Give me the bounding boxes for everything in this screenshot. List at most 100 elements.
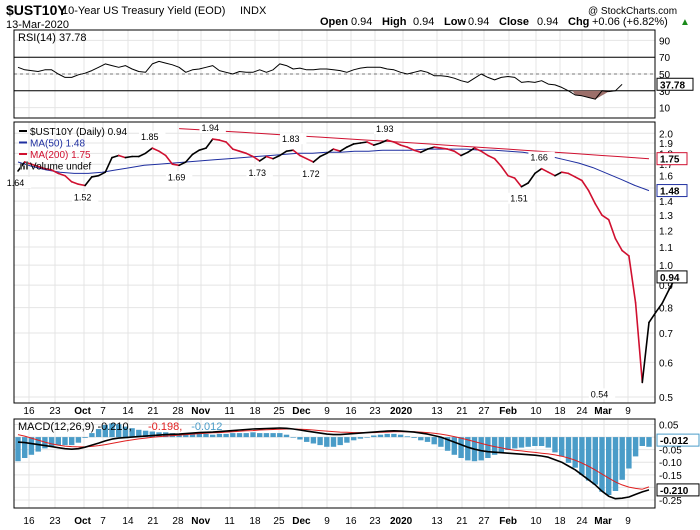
x-tick-label: Feb <box>499 406 517 417</box>
annotation-box <box>374 123 401 135</box>
price-segment <box>272 154 281 160</box>
macd-hist-bar <box>317 437 323 446</box>
x-tick-label: Nov <box>191 406 210 417</box>
macd-hist-bar <box>491 437 498 455</box>
price-tick-label: 0.9 <box>659 281 673 292</box>
x-tick-label-bottom: 2020 <box>390 516 413 527</box>
x-tick-label: 9 <box>324 406 330 417</box>
macd-hist-bar <box>391 433 397 438</box>
macd-hist-bar <box>109 423 115 438</box>
price-segment <box>245 152 254 158</box>
rsi-tick-label: 30 <box>659 87 671 98</box>
annotation-box <box>71 191 99 203</box>
price-segment <box>30 163 39 168</box>
macd-hist-bar <box>545 437 551 448</box>
x-tick-label: 14 <box>122 406 134 417</box>
x-tick-label-bottom: 23 <box>369 516 381 527</box>
price-segment <box>111 154 120 159</box>
price-segment <box>91 174 100 178</box>
x-tick-label-bottom: 23 <box>49 516 61 527</box>
price-annotation: 1.69 <box>168 172 186 182</box>
chart-header: $UST10Y 10-Year US Treasury Yield (EOD) … <box>6 2 690 31</box>
price-tick-label: 0.6 <box>659 358 673 369</box>
x-tick-label: 11 <box>224 406 235 417</box>
copyright: @ StockCharts.com <box>588 6 677 17</box>
price-segment <box>413 149 422 154</box>
macd-hist-bar <box>478 437 484 461</box>
price-segment <box>171 163 180 167</box>
macd-hist-bar <box>357 437 364 439</box>
symbol-title: $UST10Y <box>6 2 67 18</box>
price-segment <box>104 156 113 173</box>
macd-hist-bar <box>646 437 652 447</box>
x-tick-label-bottom: 27 <box>478 516 490 527</box>
x-tick-label: 18 <box>554 406 566 417</box>
price-segment <box>520 182 530 188</box>
macd-hist-bar <box>572 437 578 468</box>
price-segment <box>426 146 436 150</box>
x-tick-label: Dec <box>292 406 311 417</box>
price-annotation: 1.73 <box>248 168 266 178</box>
macd-hist-bar <box>418 437 424 441</box>
macd-panel: -0.25-0.20-0.15-0.10-0.050.000.05MACD(12… <box>13 418 700 509</box>
price-segment <box>164 154 174 165</box>
macd-hist-bar <box>310 437 317 444</box>
macd-hist-bar <box>444 437 451 451</box>
annotation-box <box>588 388 616 400</box>
x-tick-label: Mar <box>594 406 612 417</box>
macd-hist-bar <box>42 437 48 449</box>
macd-hist-bar <box>344 437 350 443</box>
macd-hist-bar <box>599 437 605 492</box>
rsi-last-value-box <box>656 77 694 91</box>
macd-hist-bar <box>465 437 471 461</box>
price-annotation: 0.54 <box>591 389 609 399</box>
x-tick-label-bottom: 10 <box>530 516 542 527</box>
macd-hist-bar <box>632 437 639 457</box>
price-segment <box>339 146 348 152</box>
macd-hist-bar <box>512 437 518 449</box>
price-segment <box>460 151 469 157</box>
macd-hist-bar <box>196 433 202 438</box>
price-tick-label: 0.5 <box>659 393 673 404</box>
ohlc-value-close: 0.94 <box>537 16 558 28</box>
ohlc-label-chg: Chg <box>568 16 589 28</box>
price-segment <box>158 150 167 157</box>
macd-hist-bar <box>283 434 290 438</box>
macd-hist-bar <box>62 437 68 446</box>
ohlc-value-high: 0.94 <box>413 16 434 28</box>
macd-hist-bar <box>559 437 565 457</box>
symbol-exchange: INDX <box>240 5 267 17</box>
x-tick-label: 7 <box>100 406 106 417</box>
price-last-ma50-box <box>656 184 688 198</box>
x-tick-label-bottom: 13 <box>431 516 443 527</box>
price-segment <box>393 141 402 146</box>
price-segment <box>198 147 207 151</box>
ohlc-label-low: Low <box>444 16 466 28</box>
x-tick-label: 10 <box>530 406 542 417</box>
price-segment <box>211 138 221 141</box>
rsi-tick-label: 10 <box>659 104 671 115</box>
price-tick-label: 0.7 <box>659 329 673 340</box>
annotation-box <box>246 166 273 178</box>
price-segment <box>70 181 80 185</box>
price-segment <box>292 149 301 157</box>
price-segment <box>480 150 489 157</box>
price-segment <box>84 176 93 187</box>
macd-hist-bar <box>585 437 592 481</box>
price-segment <box>487 154 496 160</box>
rsi-frame <box>13 29 656 119</box>
price-segment <box>359 141 368 144</box>
x-tick-label: 13 <box>431 406 443 417</box>
price-tick-label: 1.4 <box>659 197 673 208</box>
price-segment <box>319 152 328 158</box>
macd-frame <box>13 418 656 509</box>
price-segment <box>332 148 342 152</box>
price-tick-label: 1.9 <box>659 139 673 150</box>
macd-hist-bar <box>297 437 303 440</box>
rsi-line <box>17 60 623 100</box>
macd-hist-bar <box>324 437 330 447</box>
macd-hist-bar <box>626 437 632 469</box>
ohlc-row: Open 0.94 High 0.94 Low 0.94 Close 0.94 Chg +0.06… <box>320 16 690 28</box>
macd-hist-bar <box>102 425 108 438</box>
price-segment <box>372 142 382 146</box>
